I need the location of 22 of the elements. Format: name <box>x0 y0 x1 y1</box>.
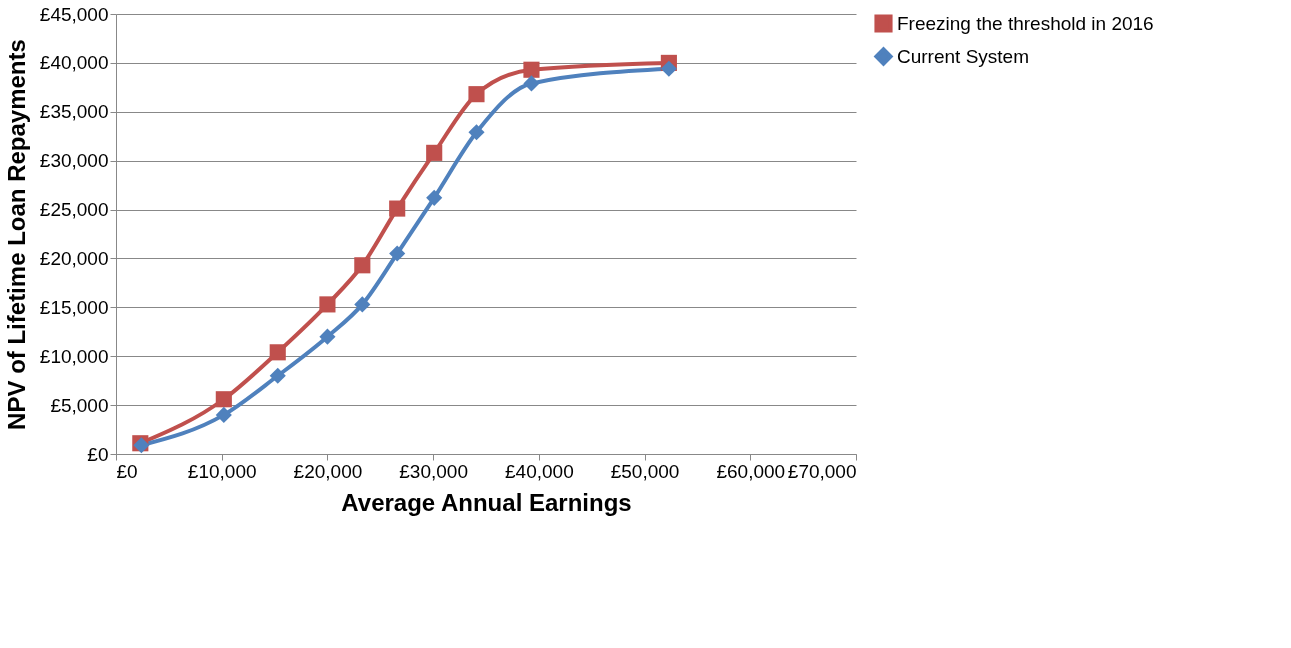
x-tick-label: £40,000 <box>505 460 574 482</box>
x-tick-label: £0 <box>116 460 138 482</box>
x-tick-label: £20,000 <box>293 460 363 482</box>
y-tick-label: £15,000 <box>39 296 109 318</box>
y-tick-label: £5,000 <box>50 394 109 416</box>
y-tick-label: £35,000 <box>39 101 109 123</box>
x-axis-title: Average Annual Earnings <box>341 488 632 516</box>
x-tick-label: £70,000 <box>787 460 857 482</box>
legend-label: Current System <box>897 45 1029 67</box>
x-tick-label: £10,000 <box>187 460 257 482</box>
y-tick-label: £20,000 <box>39 247 109 269</box>
legend-label: Freezing the threshold in 2016 <box>897 12 1154 34</box>
y-tick-label: £45,000 <box>39 3 109 25</box>
x-tick-label: £50,000 <box>610 460 680 482</box>
x-tick-label: £30,000 <box>399 460 468 482</box>
y-tick-label: £30,000 <box>39 150 109 172</box>
y-tick-label: £10,000 <box>39 345 109 367</box>
y-axis-title: NPV of Lifetime Loan Repayments <box>2 39 30 430</box>
y-tick-label: £40,000 <box>39 52 109 74</box>
x-tick-label: £60,000 <box>716 460 786 482</box>
y-tick-label: £0 <box>87 443 109 465</box>
y-tick-label: £25,000 <box>39 199 109 221</box>
